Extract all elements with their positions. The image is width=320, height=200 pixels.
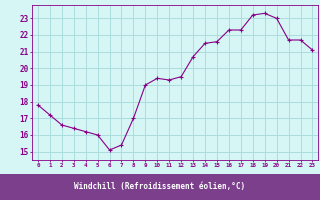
Text: Windchill (Refroidissement éolien,°C): Windchill (Refroidissement éolien,°C) — [75, 182, 245, 192]
